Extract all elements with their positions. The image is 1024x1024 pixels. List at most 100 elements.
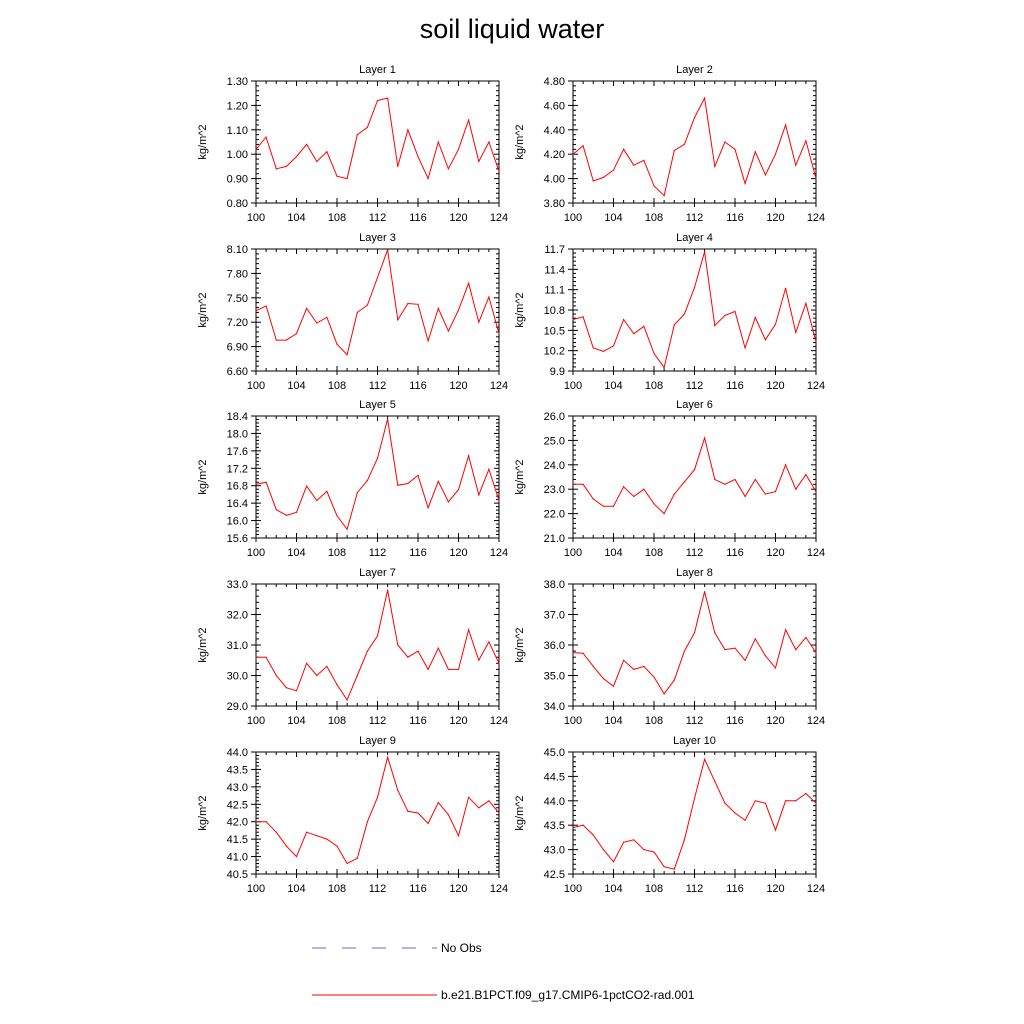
data-point — [683, 313, 685, 315]
data-point — [356, 492, 358, 494]
data-point — [346, 528, 348, 530]
y-tick-label: 1.10 — [227, 125, 248, 137]
data-point — [744, 495, 746, 498]
x-tick-label: 100 — [247, 547, 265, 559]
series-line — [573, 436, 817, 515]
series-line — [572, 96, 817, 197]
data-point — [285, 514, 287, 516]
x-tick-label: 108 — [645, 883, 663, 895]
data-point — [653, 851, 655, 853]
data-point — [356, 311, 358, 314]
data-point — [336, 343, 338, 345]
panel-layer-10: Layer 10 kg/m^2 100 104 108 112 116 120 124 42.5 4… — [514, 735, 825, 895]
data-point — [785, 464, 787, 466]
x-tick-label: 116 — [726, 715, 744, 727]
data-point — [427, 340, 429, 342]
y-tick-label: 38.0 — [544, 579, 565, 591]
data-point — [572, 483, 574, 485]
data-point — [653, 503, 655, 505]
data-point — [447, 168, 449, 170]
data-point — [754, 316, 756, 319]
data-point — [704, 97, 706, 99]
y-tick-label: 1.20 — [227, 100, 248, 112]
y-tick-label: 9.9 — [550, 366, 565, 378]
data-point — [488, 296, 490, 298]
y-tick-label: 41.5 — [227, 834, 248, 846]
data-point — [572, 827, 574, 829]
data-point — [582, 316, 584, 318]
data-point — [336, 845, 338, 847]
data-point — [366, 304, 368, 306]
panel-layer-6: Layer 6 kg/m^2 100 104 108 112 116 120 124 21.0 22… — [514, 399, 825, 559]
x-tick-label: 108 — [328, 547, 346, 559]
data-point — [387, 756, 389, 758]
data-point — [468, 455, 470, 457]
x-tick-label: 104 — [604, 715, 622, 727]
data-point — [326, 151, 328, 153]
x-tick-label: 120 — [766, 380, 784, 392]
data-point — [387, 589, 389, 591]
data-point — [734, 812, 736, 814]
y-tick-label: 30.0 — [227, 671, 248, 683]
data-point — [316, 499, 318, 502]
data-point — [693, 287, 696, 289]
data-point — [623, 318, 625, 321]
data-point — [633, 668, 635, 671]
data-point — [457, 835, 460, 837]
data-point — [643, 325, 645, 327]
data-point — [488, 141, 490, 143]
x-tick-label: 120 — [766, 547, 784, 559]
data-point — [488, 468, 490, 470]
data-point — [754, 151, 756, 153]
data-point — [427, 822, 429, 825]
data-point — [346, 354, 348, 356]
data-point — [295, 156, 298, 158]
y-axis-label: kg/m^2 — [197, 795, 209, 830]
panel-title: Layer 3 — [359, 232, 396, 244]
data-point — [397, 484, 399, 486]
y-tick-label: 11.1 — [544, 285, 565, 297]
data-point — [326, 490, 328, 492]
data-point — [643, 849, 645, 851]
data-point — [356, 134, 358, 136]
data-point — [744, 659, 746, 661]
data-point — [602, 350, 604, 352]
data-point — [795, 648, 797, 651]
data-point — [623, 841, 625, 843]
data-point — [468, 796, 470, 798]
data-point — [704, 591, 706, 593]
panel-layer-9: Layer 9 kg/m^2 100 104 108 112 116 120 124 40.5 41… — [197, 735, 508, 895]
data-point — [572, 652, 574, 654]
y-tick-label: 42.5 — [227, 799, 248, 811]
data-point — [673, 868, 675, 870]
data-point — [366, 126, 368, 128]
series-line — [255, 418, 500, 531]
data-point — [724, 802, 726, 804]
data-point — [612, 505, 615, 507]
y-tick-label: 29.0 — [227, 701, 248, 713]
data-point — [683, 650, 685, 652]
x-tick-label: 120 — [449, 212, 467, 224]
y-tick-label: 17.6 — [227, 446, 248, 458]
data-point — [774, 829, 777, 831]
data-point — [397, 644, 399, 646]
y-tick-label: 0.80 — [227, 198, 248, 210]
data-point — [602, 677, 604, 680]
y-tick-label: 42.0 — [227, 817, 248, 829]
data-point — [397, 789, 399, 791]
x-tick-label: 120 — [766, 883, 784, 895]
data-point — [468, 629, 470, 631]
x-tick-label: 108 — [645, 212, 663, 224]
data-point — [295, 690, 298, 692]
data-point — [623, 486, 625, 488]
x-tick-label: 124 — [490, 212, 508, 224]
data-point — [437, 647, 439, 649]
data-point — [683, 481, 685, 483]
x-tick-label: 124 — [807, 380, 825, 392]
data-point — [417, 650, 419, 652]
y-tick-label: 7.80 — [227, 268, 248, 280]
data-point — [265, 656, 267, 658]
plot-frame — [255, 80, 500, 204]
panel-layer-8: Layer 8 kg/m^2 100 104 108 112 116 120 124 34.0 35… — [514, 567, 825, 727]
